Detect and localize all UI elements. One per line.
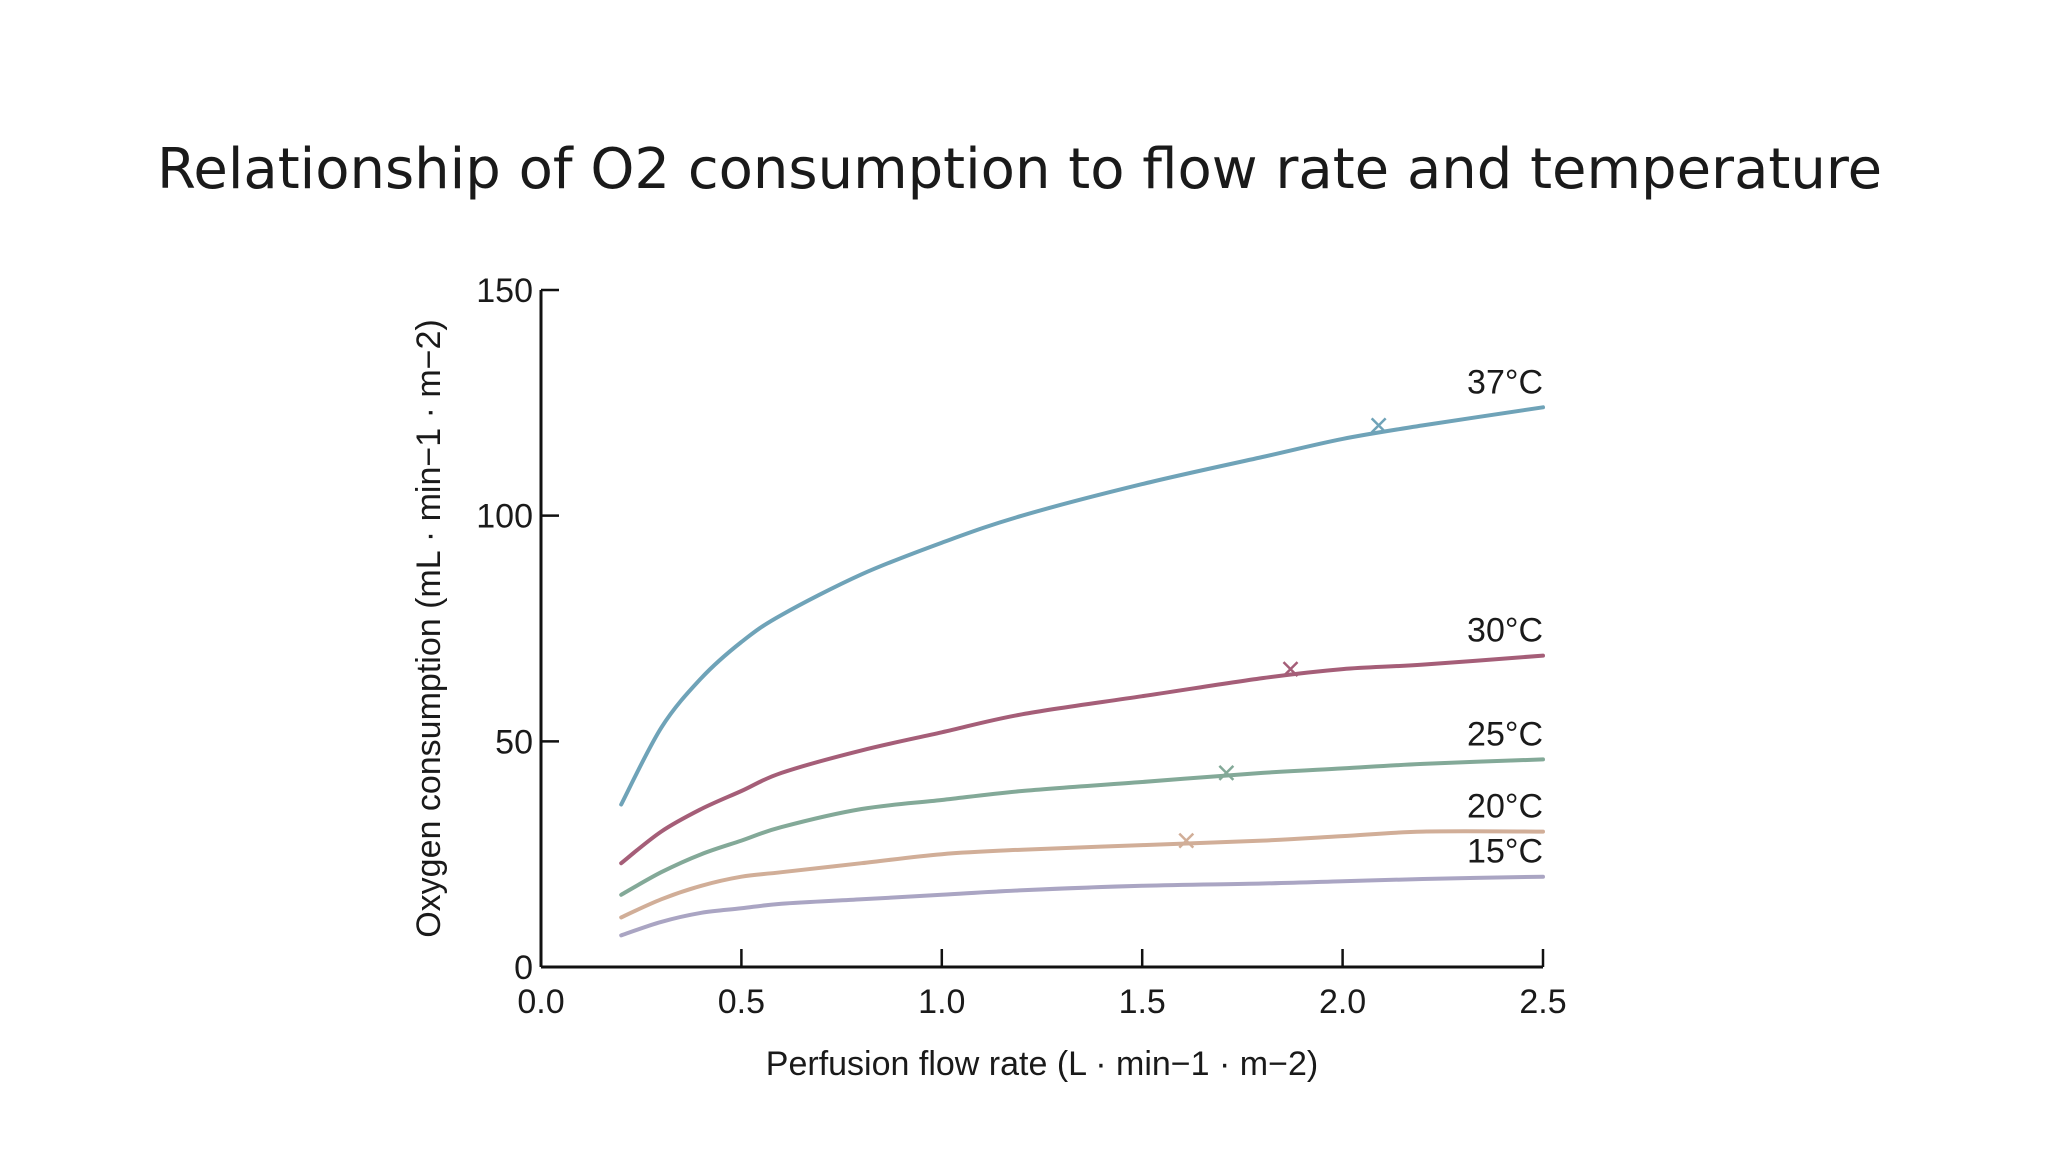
series-line [619, 405, 1545, 807]
series-marker [1282, 661, 1299, 678]
series-label: 37°C [1467, 363, 1543, 401]
slide-title: Relationship of O2 consumption to flow r… [157, 137, 1883, 202]
series-label: 20°C [1467, 788, 1543, 826]
series-marker [1370, 417, 1387, 434]
series-line [619, 829, 1545, 920]
series-label: 30°C [1467, 612, 1543, 650]
x-tick-label: 1.5 [1119, 983, 1166, 1021]
series-marker [1218, 765, 1235, 781]
x-tick-label: 2.5 [1519, 983, 1566, 1021]
x-tick-label: 0.5 [718, 983, 765, 1021]
y-axis-title: Oxygen consumption (mL · min−1 · m−2) [410, 319, 448, 938]
series-group: 37°C 30°C 25°C 20°C 15°C [619, 363, 1545, 938]
axes: 0.0 0.5 1.0 1.5 2.0 2.5 0 50 100 150 [476, 272, 1566, 1021]
x-tick-label: 0.0 [517, 983, 564, 1021]
y-tick-label: 50 [495, 723, 533, 761]
series-line [619, 757, 1545, 897]
x-tick-label: 1.0 [918, 983, 965, 1021]
y-tick-label: 100 [476, 498, 533, 536]
series-15c: 15°C [619, 833, 1545, 938]
series-20c: 20°C [619, 788, 1545, 920]
series-line [619, 874, 1545, 938]
series-37c: 37°C [619, 363, 1545, 807]
series-line [619, 653, 1545, 866]
series-30c: 30°C [619, 612, 1545, 866]
series-label: 25°C [1467, 715, 1543, 753]
series-marker [1178, 832, 1195, 849]
y-tick-label: 150 [476, 272, 533, 310]
series-label: 15°C [1467, 833, 1543, 871]
series-25c: 25°C [619, 715, 1545, 897]
x-tick-label: 2.0 [1319, 983, 1366, 1021]
y-tick-label: 0 [514, 949, 533, 987]
x-axis-title: Perfusion flow rate (L · min−1 · m−2) [766, 1045, 1318, 1083]
